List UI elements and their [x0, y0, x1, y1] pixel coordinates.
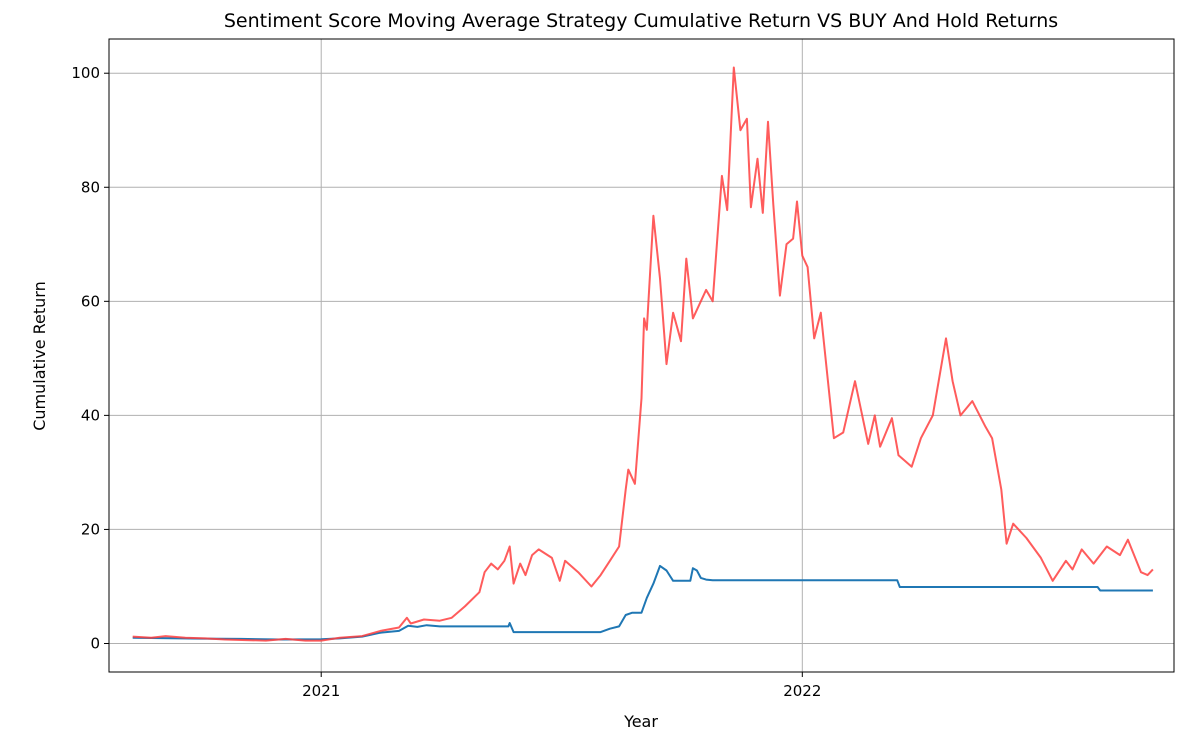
x-axis-label: Year	[623, 712, 658, 731]
y-axis-label: Cumulative Return	[30, 281, 49, 431]
y-tick-label-20: 20	[81, 520, 100, 538]
ticks: 0 20 40 60 80 100 2021 2022	[71, 64, 821, 700]
y-tick-label-100: 100	[71, 64, 100, 82]
grid	[109, 39, 1174, 672]
y-tick-label-80: 80	[81, 178, 100, 196]
plot-frame	[108, 38, 1175, 673]
x-tick-label-2021: 2021	[302, 682, 340, 700]
y-tick-label-0: 0	[90, 634, 100, 652]
series-group	[132, 66, 1154, 642]
x-tick-label-2022: 2022	[783, 682, 821, 700]
series-line-2	[132, 66, 1154, 642]
chart-title: Sentiment Score Moving Average Strategy …	[224, 10, 1058, 32]
y-tick-label-60: 60	[81, 292, 100, 310]
y-tick-label-40: 40	[81, 406, 100, 424]
